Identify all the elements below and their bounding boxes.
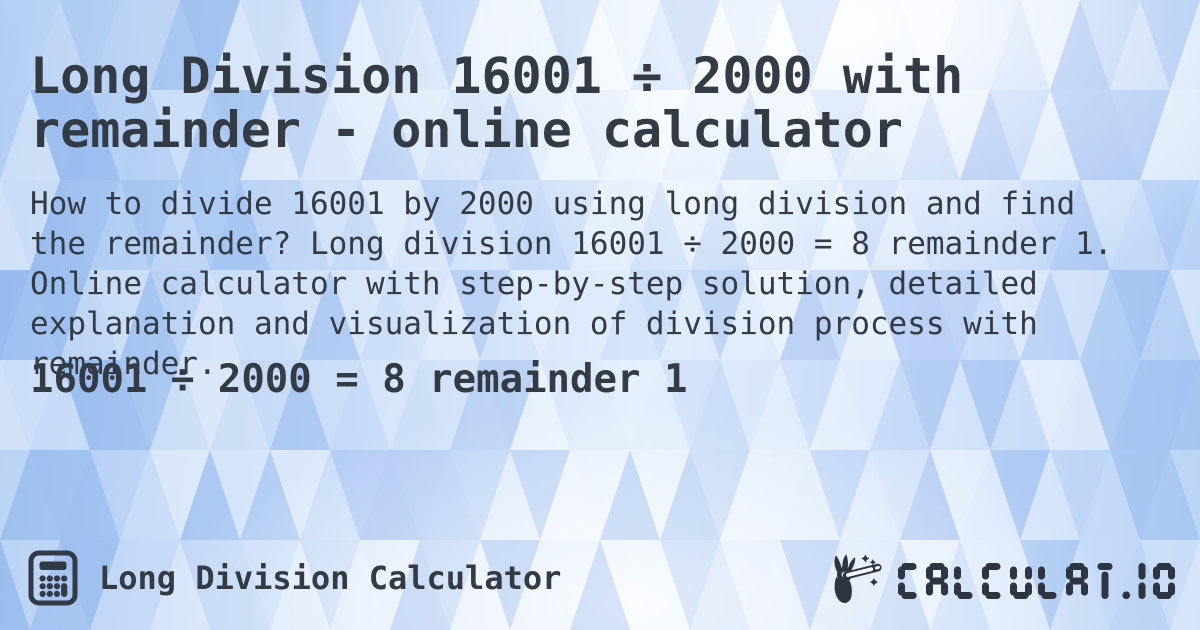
logo-letter	[982, 563, 1001, 599]
calculator-icon	[28, 550, 78, 606]
logo-letter	[954, 566, 973, 599]
calculatio-logo[interactable]	[830, 554, 1175, 608]
page-title: Long Division 16001 ÷ 2000 with remainde…	[30, 47, 964, 159]
description-text: How to divide 16001 by 2000 using long d…	[30, 186, 1113, 382]
division-result-text: 16001 ÷ 2000 = 8 remainder 1	[30, 357, 688, 402]
logo-letter	[1010, 566, 1032, 599]
logo-letter	[926, 563, 948, 596]
hand-magic-wand-icon	[834, 554, 882, 603]
logo-letter	[1038, 566, 1057, 599]
app-brand: Long Division Calculator	[28, 549, 561, 607]
logo-letter	[1153, 563, 1175, 599]
logo-letter	[1066, 563, 1088, 596]
app-name-label: Long Division Calculator	[99, 559, 562, 597]
logo-letter	[1097, 563, 1113, 599]
logo-text	[898, 563, 1175, 599]
logo-letter	[1138, 563, 1146, 599]
logo-letter	[898, 563, 917, 599]
logo-letter	[1122, 591, 1130, 599]
